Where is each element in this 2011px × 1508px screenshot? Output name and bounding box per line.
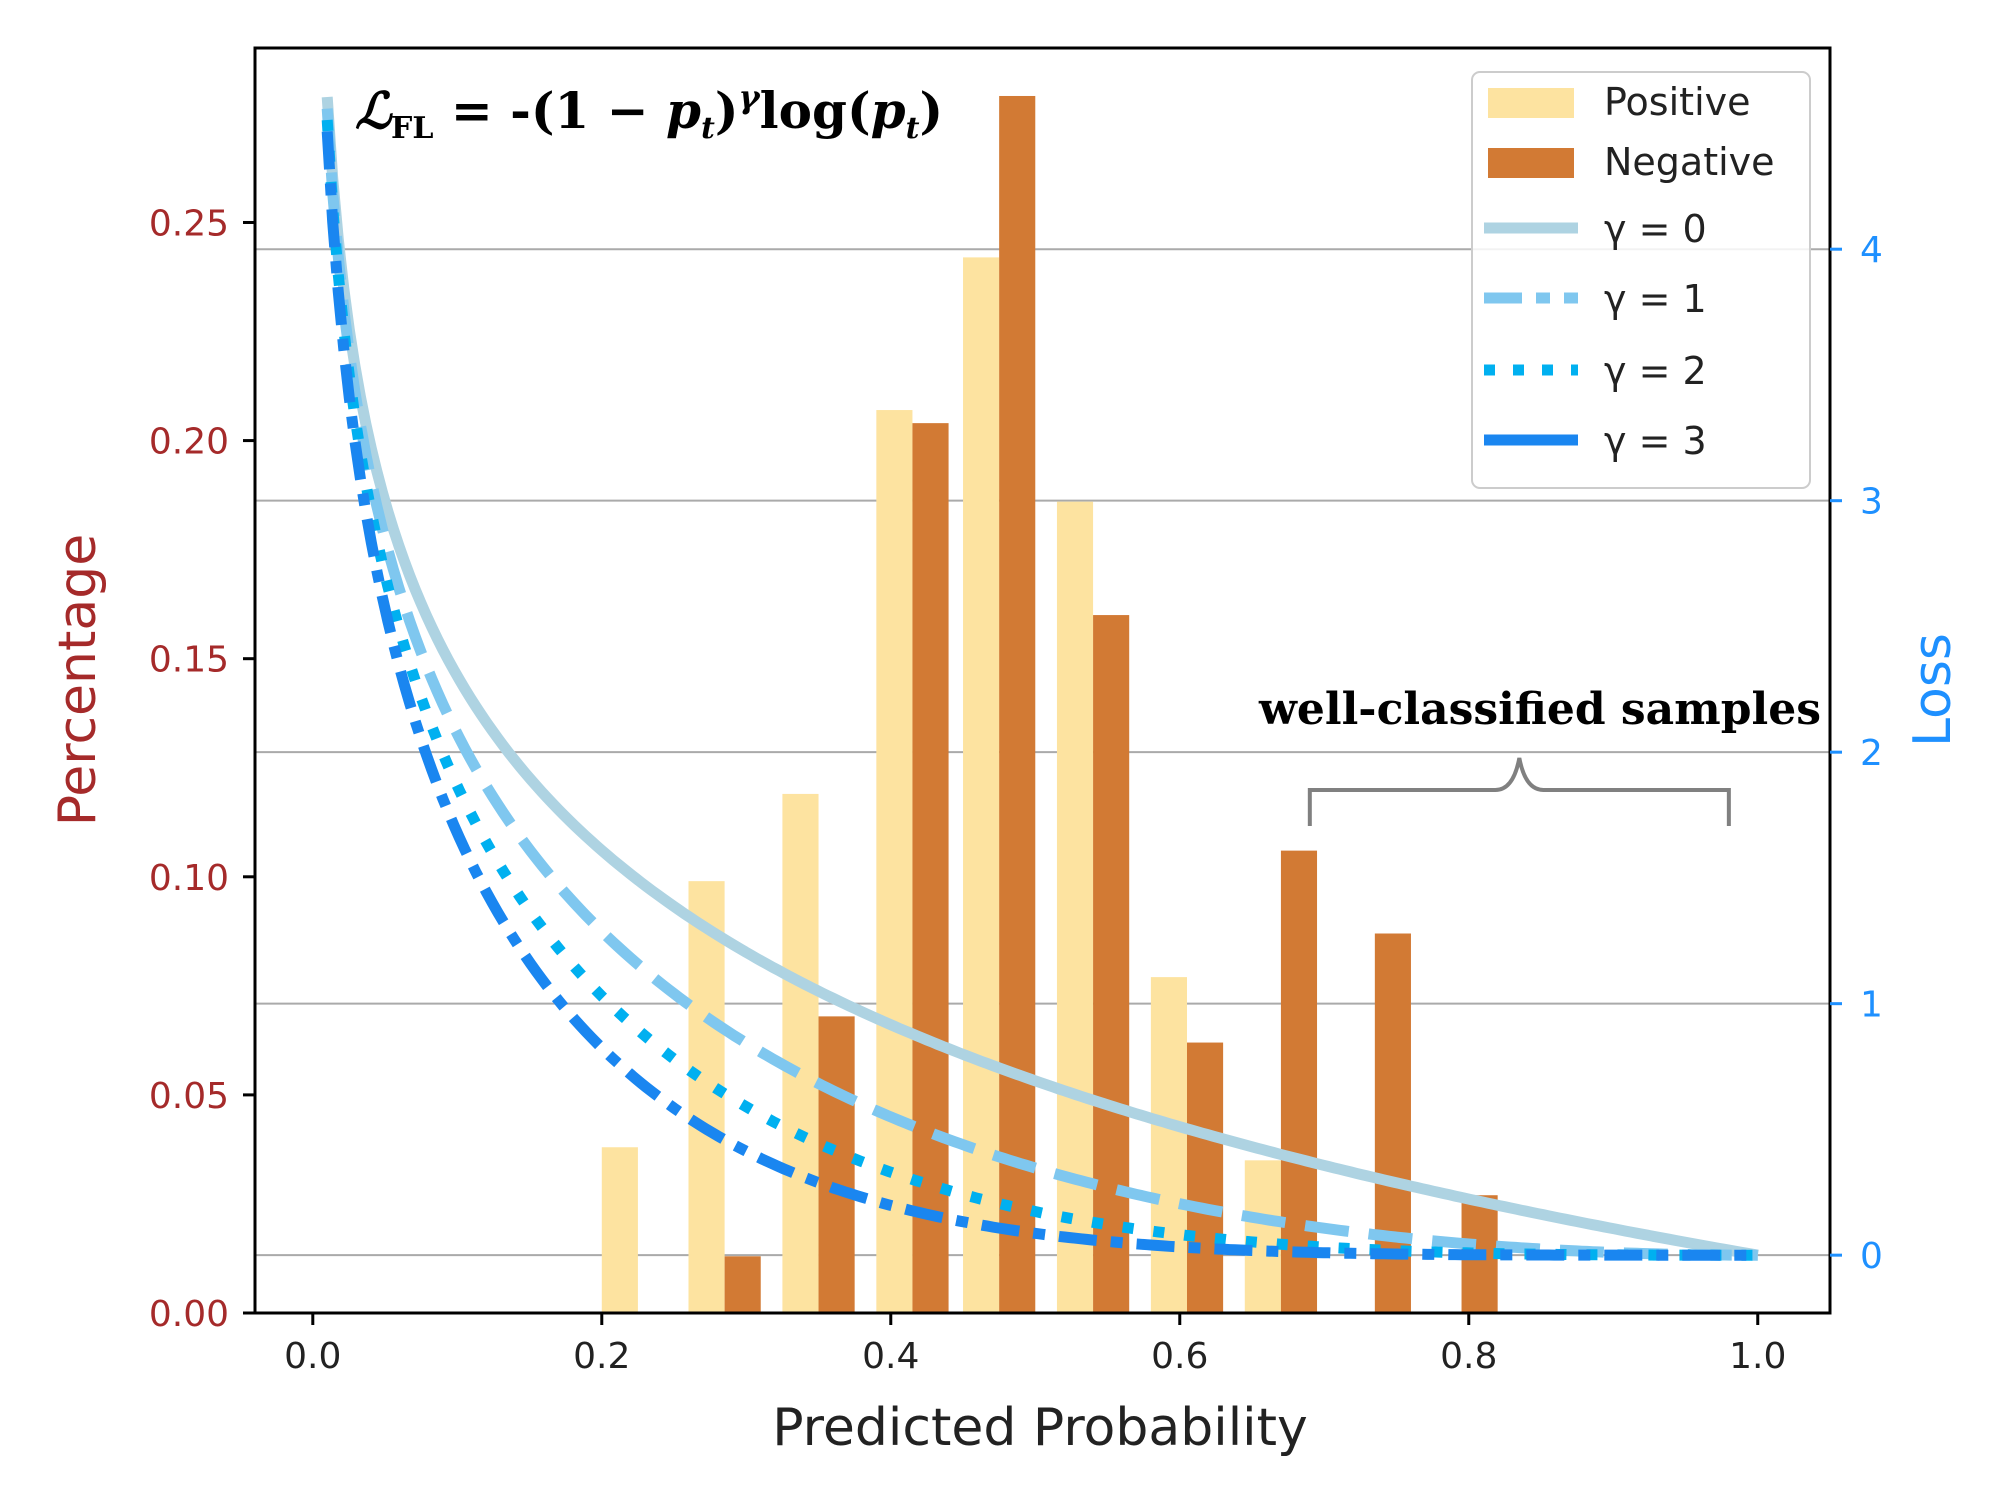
right-tick-label-3: 3 [1860, 482, 1883, 523]
formula-gamma: γ [739, 78, 762, 116]
x-ticks: 0.0 0.2 0.4 0.6 0.8 1.0 [284, 1313, 1786, 1377]
formula-text: ℒFL = -(1 − pt)γlog(pt) [355, 78, 943, 146]
left-tick-label-2: 0.10 [149, 858, 229, 899]
formula-close: ) [715, 81, 739, 140]
legend-label-negative: Negative [1604, 140, 1775, 184]
formula-p2: p [871, 81, 906, 140]
bar-positive-2 [782, 793, 819, 1313]
x-tick-label-4: 0.8 [1440, 1336, 1497, 1377]
left-tick-label-5: 0.25 [149, 203, 229, 244]
left-tick-label-0: 0.00 [149, 1294, 229, 1335]
formula-rest: = -(1 − [433, 81, 666, 140]
formula-p: p [666, 81, 701, 140]
formula-script-l: ℒ [355, 81, 393, 140]
x-axis-title: Predicted Probability [772, 1398, 1308, 1458]
bar-negative-1 [724, 1256, 761, 1313]
left-tick-label-3: 0.15 [149, 640, 229, 681]
x-tick-label-1: 0.2 [573, 1336, 630, 1377]
loss-curve-gamma-0 [321, 96, 1759, 1261]
legend-label-positive: Positive [1604, 80, 1751, 124]
formula-end: ) [919, 81, 943, 140]
bar-positive-4 [963, 257, 1000, 1314]
annotation-bracket [1307, 757, 1731, 826]
right-axis-title: Loss [1903, 633, 1963, 747]
formula-sub: FL [391, 111, 433, 146]
left-y-ticks: 0.00 0.05 0.10 0.15 0.20 0.25 [149, 203, 255, 1335]
bar-positive-3 [876, 410, 913, 1313]
legend: Positive Negative γ = 0 γ = 1 γ = 2 γ = … [1471, 71, 1811, 489]
left-axis-title: Percentage [48, 534, 108, 827]
right-tick-label-1: 1 [1860, 985, 1883, 1026]
legend-swatch-negative [1488, 148, 1574, 178]
bar-negative-7 [1280, 850, 1318, 1313]
annotation-label: well-classified samples [1258, 684, 1821, 735]
right-tick-label-4: 4 [1860, 230, 1883, 271]
bar-negative-2 [818, 1016, 855, 1313]
bar-negative-3 [912, 423, 949, 1313]
bar-positive-0 [601, 1147, 638, 1313]
loss-curve-gamma-1 [321, 108, 1758, 1261]
loss-curve-gamma-3 [321, 131, 1758, 1261]
bar-positive-5 [1056, 501, 1094, 1314]
right-tick-label-0: 0 [1860, 1236, 1883, 1277]
x-tick-label-0: 0.0 [284, 1336, 341, 1377]
right-y-ticks: 0 1 2 3 4 [1830, 230, 1883, 1277]
formula-log: log( [760, 81, 871, 140]
bar-negative-4 [999, 95, 1036, 1313]
legend-label-gamma0: γ = 0 [1604, 207, 1707, 251]
bar-positive-6 [1150, 977, 1187, 1313]
legend-label-gamma1: γ = 1 [1604, 277, 1707, 321]
left-tick-label-4: 0.20 [149, 422, 229, 463]
legend-label-gamma3: γ = 3 [1604, 419, 1707, 463]
left-tick-label-1: 0.05 [149, 1076, 229, 1117]
x-tick-label-5: 1.0 [1729, 1336, 1786, 1377]
x-tick-label-2: 0.4 [862, 1336, 919, 1377]
legend-label-gamma2: γ = 2 [1604, 349, 1707, 393]
plot-frame [253, 46, 1832, 1315]
bar-negative-6 [1186, 1042, 1224, 1313]
bar-negative-5 [1093, 615, 1130, 1313]
formula-t: t [701, 111, 715, 146]
legend-swatch-positive [1488, 88, 1574, 118]
x-tick-label-3: 0.6 [1151, 1336, 1208, 1377]
loss-curves [321, 96, 1759, 1261]
bar-positive-1 [688, 881, 725, 1313]
right-tick-label-2: 2 [1860, 733, 1883, 774]
formula-t2: t [906, 111, 920, 146]
